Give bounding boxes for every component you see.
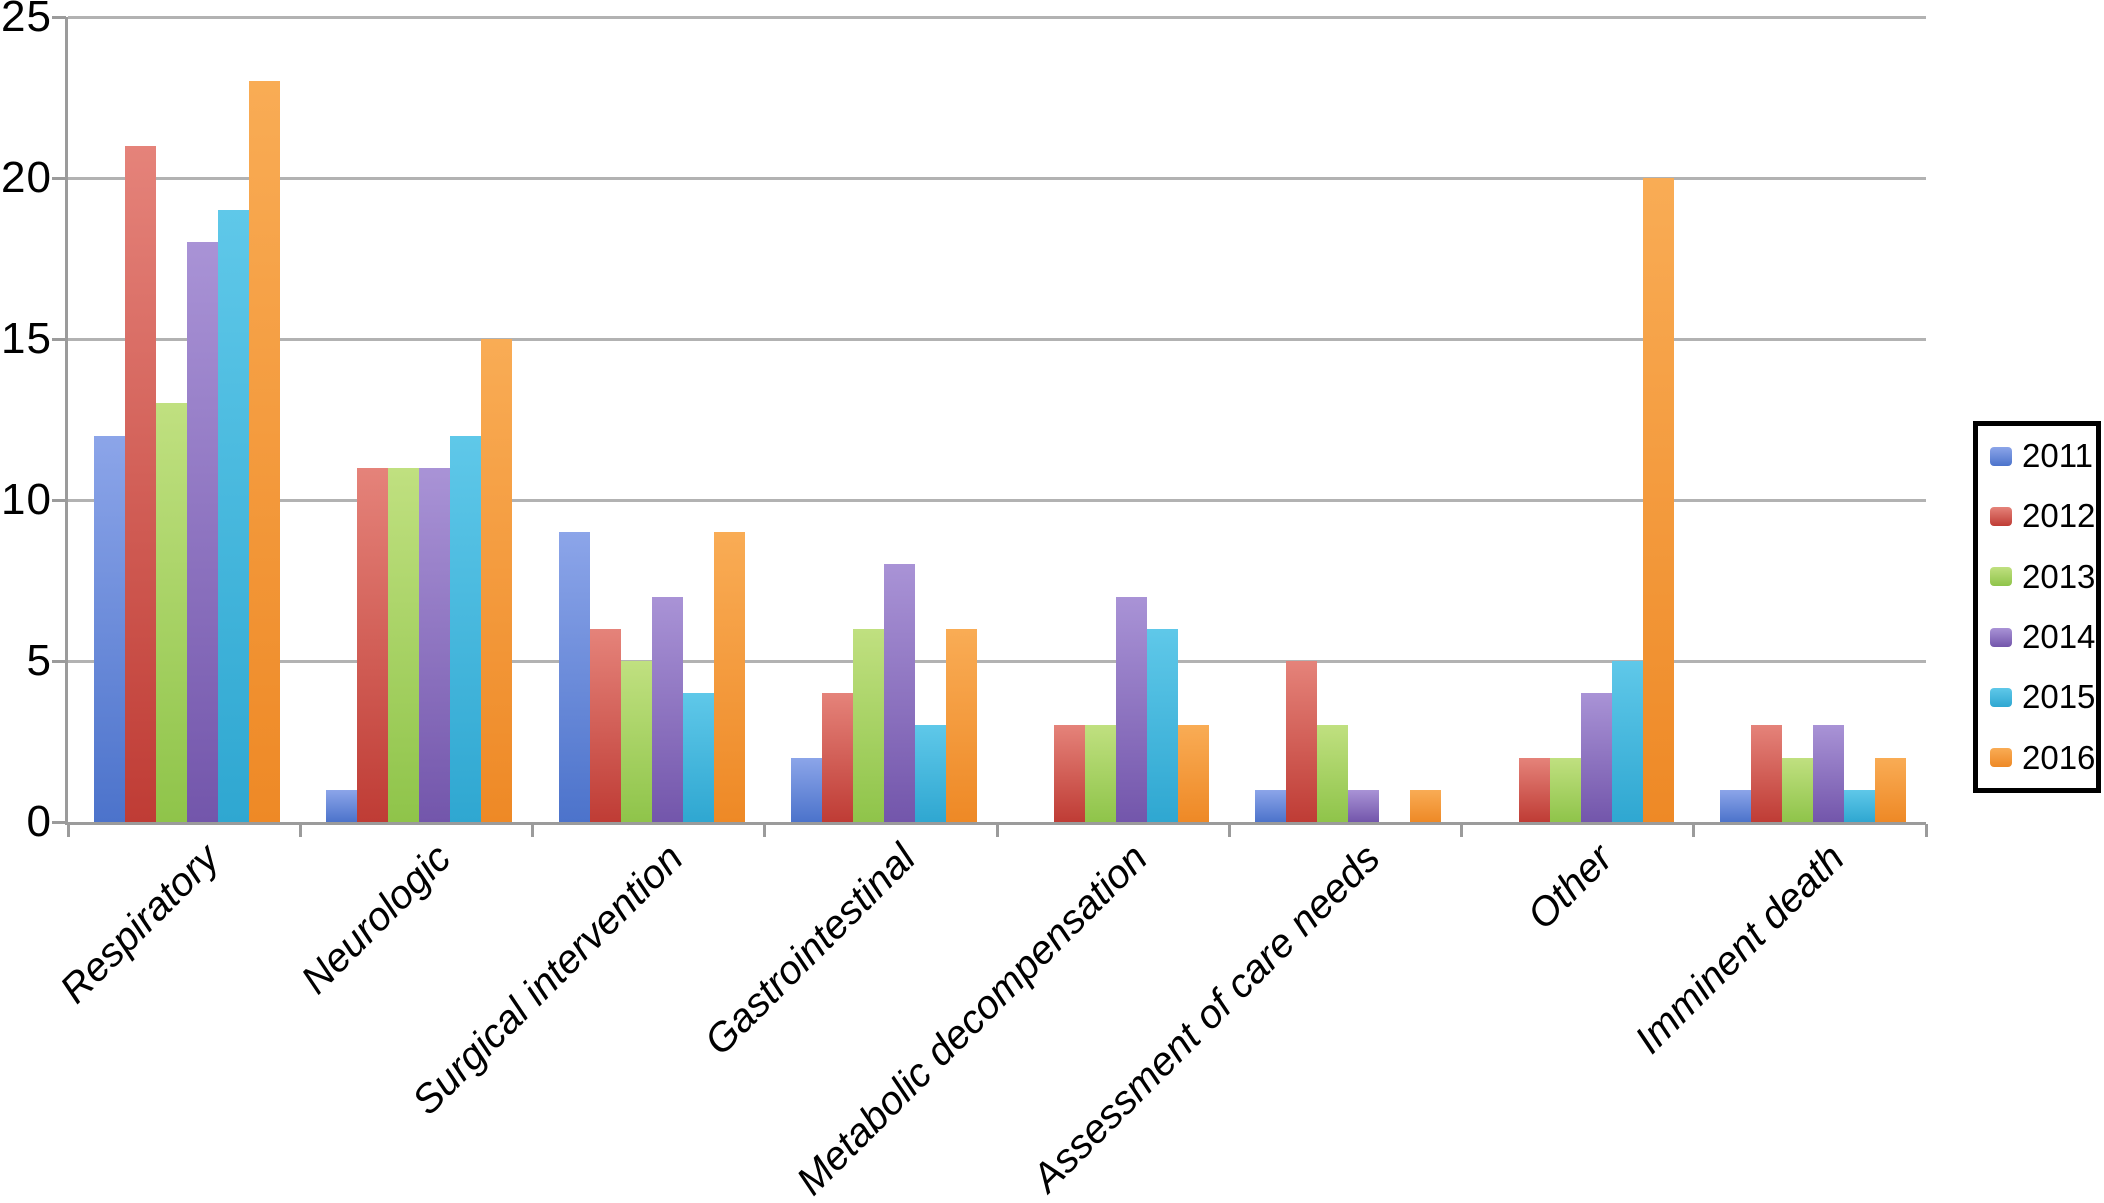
x-axis-tick-7 [1692, 824, 1696, 837]
x-axis-label-imminent-death: Imminent death [1626, 836, 1853, 1063]
bar-2011-assessment-of-care-needs [1255, 789, 1287, 822]
legend-label-2012: 2012 [2022, 497, 2096, 535]
y-axis-tick-label-5: 5 [26, 636, 52, 685]
bar-2014-other [1580, 693, 1612, 822]
x-axis-tick-4 [995, 824, 999, 837]
bar-2014-assessment-of-care-needs [1348, 789, 1380, 822]
x-axis-tick-1 [298, 824, 302, 837]
y-axis-tick-15 [52, 337, 66, 341]
y-axis-tick-label-25: 25 [1, 0, 52, 41]
bar-2012-surgical-intervention [589, 628, 621, 822]
bar-2014-neurologic [419, 467, 451, 822]
gridline-20 [68, 176, 1926, 180]
bar-2016-assessment-of-care-needs [1410, 789, 1442, 822]
bar-2016-neurologic [481, 339, 513, 822]
bar-2012-respiratory [125, 145, 156, 822]
legend-item-2016: 2016 [1990, 739, 2096, 777]
legend-item-2012: 2012 [1990, 497, 2096, 535]
bar-2013-imminent-death [1781, 757, 1813, 822]
legend-label-2011: 2011 [2022, 437, 2093, 475]
legend-label-2015: 2015 [2022, 678, 2096, 716]
y-axis-tick-label-15: 15 [1, 314, 52, 363]
y-axis-line [65, 17, 68, 825]
bar-2014-respiratory [187, 242, 218, 822]
legend-color-swatch-2014 [1990, 627, 2012, 647]
bar-2015-surgical-intervention [682, 693, 714, 822]
bar-2014-surgical-intervention [651, 596, 683, 822]
bar-2011-neurologic [326, 789, 358, 822]
x-axis-label-surgical-intervention: Surgical intervention [404, 836, 692, 1124]
bar-2013-gastrointestinal [852, 628, 884, 822]
legend-label-2014: 2014 [2022, 618, 2096, 656]
legend: 2011 2012 2013 2014 2015 2016 [1973, 421, 2101, 793]
legend-label-2016: 2016 [2022, 738, 2096, 776]
x-axis-tick-0 [66, 824, 70, 837]
bar-2015-other [1611, 661, 1643, 822]
y-axis-tick-25 [52, 15, 66, 19]
bar-2016-metabolic-decompensation [1178, 725, 1209, 822]
bar-2011-imminent-death [1719, 789, 1751, 822]
bar-2016-other [1642, 178, 1674, 822]
bar-2016-gastrointestinal [945, 628, 977, 822]
bar-2014-gastrointestinal [883, 564, 915, 822]
legend-color-swatch-2011 [1990, 446, 2012, 466]
bar-2015-imminent-death [1843, 789, 1875, 822]
bar-2013-neurologic [388, 467, 420, 822]
bar-2013-assessment-of-care-needs [1317, 725, 1349, 822]
y-axis-tick-label-0: 0 [26, 797, 52, 846]
legend-color-swatch-2012 [1990, 506, 2012, 526]
legend-item-2015: 2015 [1990, 678, 2096, 716]
legend-color-swatch-2016 [1990, 748, 2012, 768]
gridline-5 [68, 659, 1926, 663]
x-axis-tick-2 [531, 824, 534, 837]
bar-2014-imminent-death [1812, 725, 1844, 822]
legend-color-swatch-2013 [1990, 567, 2012, 587]
bar-2012-assessment-of-care-needs [1286, 661, 1318, 822]
x-axis-label-gastrointestinal: Gastrointestinal [696, 836, 924, 1064]
x-axis-tick-5 [1227, 824, 1231, 837]
x-axis-tick-6 [1460, 824, 1463, 837]
bar-2016-respiratory [249, 81, 280, 822]
x-axis-line [65, 822, 1926, 825]
x-axis-tick-3 [763, 824, 767, 837]
legend-color-swatch-2015 [1990, 687, 2012, 707]
bar-2011-surgical-intervention [558, 532, 590, 822]
bar-2011-respiratory [94, 435, 125, 822]
legend-item-2013: 2013 [1990, 558, 2096, 596]
x-axis-label-other: Other [1518, 836, 1621, 938]
y-axis-tick-label-10: 10 [1, 475, 52, 524]
bar-2012-gastrointestinal [821, 693, 853, 822]
bar-2013-metabolic-decompensation [1085, 725, 1116, 822]
bar-2012-imminent-death [1750, 725, 1782, 822]
x-axis-label-respiratory: Respiratory [51, 836, 228, 1012]
bar-2013-surgical-intervention [620, 661, 652, 822]
legend-label-2013: 2013 [2022, 557, 2096, 595]
bar-2016-imminent-death [1874, 757, 1906, 822]
bar-2013-other [1549, 757, 1581, 822]
bar-2015-neurologic [450, 435, 482, 822]
gridline-15 [68, 337, 1926, 341]
bar-2012-neurologic [357, 467, 389, 822]
bar-2015-gastrointestinal [914, 725, 946, 822]
bar-2016-surgical-intervention [713, 532, 745, 822]
x-axis-tick-8 [1924, 824, 1928, 837]
legend-item-2011: 2011 [1990, 437, 2096, 475]
bar-2014-metabolic-decompensation [1116, 596, 1147, 822]
bar-2012-other [1518, 757, 1550, 822]
gridline-25 [68, 15, 1926, 19]
y-axis-tick-10 [52, 498, 66, 502]
bar-2015-respiratory [218, 210, 249, 822]
y-axis-tick-label-20: 20 [1, 153, 52, 202]
x-axis-label-neurologic: Neurologic [293, 836, 460, 1003]
bar-2011-gastrointestinal [790, 757, 822, 822]
bar-2015-metabolic-decompensation [1147, 628, 1178, 822]
legend-item-2014: 2014 [1990, 618, 2096, 656]
bar-2012-metabolic-decompensation [1054, 725, 1085, 822]
y-axis-tick-0 [52, 820, 66, 824]
y-axis-tick-20 [52, 176, 66, 180]
bar-2013-respiratory [156, 403, 187, 822]
y-axis-tick-5 [52, 659, 66, 663]
gridline-10 [68, 498, 1926, 502]
